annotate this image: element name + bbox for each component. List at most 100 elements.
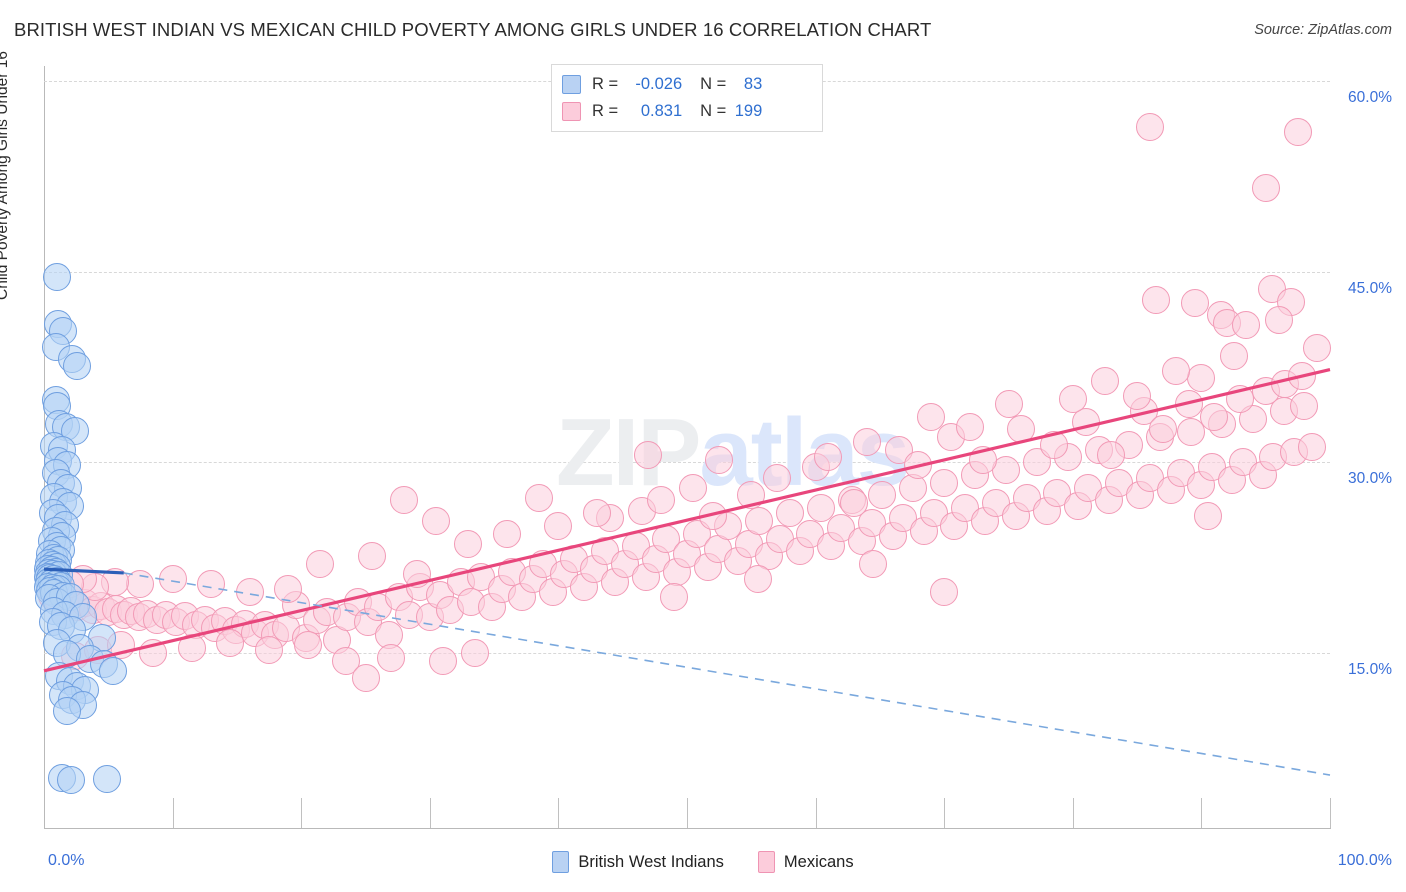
data-point-mexicans bbox=[917, 402, 946, 431]
data-point-mexicans bbox=[1290, 392, 1319, 421]
data-point-mexicans bbox=[1251, 173, 1280, 202]
data-point-mexicans bbox=[868, 481, 897, 510]
x-axis-line bbox=[44, 828, 1331, 829]
stats-row-british-west-indians: R = -0.026 N = 83 bbox=[562, 71, 812, 98]
data-point-mexicans bbox=[525, 483, 554, 512]
x-tick-100 bbox=[1330, 798, 1331, 828]
data-point-mexicans bbox=[775, 499, 804, 528]
x-tick-70 bbox=[944, 798, 946, 828]
data-point-mexicans bbox=[859, 550, 888, 579]
data-point-british-west-indians bbox=[53, 697, 82, 726]
stats-r-value-2: 0.831 bbox=[640, 102, 683, 120]
data-point-mexicans bbox=[1264, 305, 1293, 334]
legend-item-british-west-indians[interactable]: British West Indians bbox=[552, 851, 724, 873]
data-point-mexicans bbox=[1297, 433, 1326, 462]
legend-label-british-west-indians: British West Indians bbox=[578, 852, 724, 871]
data-point-mexicans bbox=[840, 489, 869, 517]
data-point-mexicans bbox=[705, 445, 734, 474]
data-point-mexicans bbox=[1090, 366, 1119, 395]
y-axis-label-60: 60.0% bbox=[1348, 89, 1392, 106]
x-tick-90 bbox=[1201, 798, 1203, 828]
data-point-mexicans bbox=[1283, 117, 1312, 146]
data-point-mexicans bbox=[377, 644, 406, 673]
data-point-mexicans bbox=[1303, 333, 1332, 362]
data-point-mexicans bbox=[1232, 311, 1261, 340]
y-axis-label-30: 30.0% bbox=[1348, 470, 1392, 488]
legend-swatch-pink bbox=[757, 851, 775, 873]
data-point-mexicans bbox=[460, 639, 489, 667]
data-point-mexicans bbox=[274, 575, 303, 604]
stats-r-label-1: R = bbox=[592, 75, 619, 93]
data-point-mexicans bbox=[374, 621, 403, 650]
x-axis-max-label: 100.0% bbox=[1337, 852, 1392, 869]
stats-n-label-1: N = bbox=[700, 75, 727, 93]
data-point-mexicans bbox=[763, 463, 792, 492]
stats-n-value-1: 83 bbox=[743, 75, 763, 93]
data-point-mexicans bbox=[492, 519, 521, 548]
data-point-mexicans bbox=[814, 443, 843, 472]
x-tick-50 bbox=[687, 798, 688, 828]
page-title: BRITISH WEST INDIAN VS MEXICAN CHILD POV… bbox=[14, 19, 932, 40]
correlation-stats-box: R = -0.026 N = 83 R = 0.831 N = 199 bbox=[551, 64, 823, 132]
data-point-mexicans bbox=[1135, 112, 1164, 141]
data-point-mexicans bbox=[1197, 453, 1226, 482]
data-point-mexicans bbox=[647, 486, 676, 515]
data-point-mexicans bbox=[158, 565, 187, 594]
data-point-mexicans bbox=[660, 583, 689, 612]
data-point-mexicans bbox=[743, 565, 772, 594]
gridline-45 bbox=[44, 271, 1330, 273]
stats-r-value-1: -0.026 bbox=[635, 75, 683, 93]
y-axis-title: Child Poverty Among Girls Under 16 bbox=[0, 51, 11, 300]
x-tick-60 bbox=[815, 798, 817, 828]
stats-swatch-blue bbox=[562, 75, 581, 94]
stats-row-mexicans: R = 0.831 N = 199 bbox=[562, 98, 812, 125]
y-axis-label-45: 45.0% bbox=[1348, 279, 1392, 297]
data-point-mexicans bbox=[216, 628, 245, 657]
data-point-mexicans bbox=[1058, 384, 1087, 413]
series-legend: British West Indians Mexicans bbox=[0, 851, 1406, 873]
x-axis-min-label: 0.0% bbox=[48, 852, 85, 869]
x-tick-30 bbox=[429, 798, 431, 828]
trendline-british-west-indians-dashed bbox=[123, 572, 1331, 776]
x-tick-40 bbox=[558, 798, 560, 828]
data-point-mexicans bbox=[1148, 415, 1177, 444]
data-point-mexicans bbox=[930, 468, 959, 497]
x-tick-20 bbox=[301, 798, 303, 828]
data-point-mexicans bbox=[544, 511, 573, 540]
data-point-mexicans bbox=[582, 499, 611, 528]
gridline-15 bbox=[44, 653, 1330, 654]
data-point-mexicans bbox=[351, 664, 380, 693]
data-point-mexicans bbox=[634, 440, 663, 469]
data-point-mexicans bbox=[1161, 356, 1190, 385]
data-point-mexicans bbox=[428, 646, 457, 675]
legend-item-mexicans[interactable]: Mexicans bbox=[757, 851, 854, 873]
data-point-british-west-indians bbox=[42, 262, 71, 291]
data-point-mexicans bbox=[930, 577, 959, 606]
data-point-mexicans bbox=[357, 542, 386, 571]
data-point-mexicans bbox=[955, 412, 984, 441]
data-point-british-west-indians bbox=[99, 656, 128, 685]
data-point-mexicans bbox=[1043, 478, 1072, 507]
data-point-mexicans bbox=[306, 550, 335, 579]
data-point-mexicans bbox=[590, 537, 619, 566]
legend-label-mexicans: Mexicans bbox=[783, 852, 854, 871]
data-point-mexicans bbox=[853, 427, 882, 456]
data-point-mexicans bbox=[1097, 440, 1126, 469]
data-point-mexicans bbox=[679, 473, 708, 502]
stats-n-value-2: 199 bbox=[734, 102, 763, 120]
data-point-british-west-indians bbox=[93, 764, 121, 793]
data-point-mexicans bbox=[1180, 289, 1209, 318]
data-point-mexicans bbox=[981, 489, 1010, 517]
data-point-mexicans bbox=[1219, 341, 1248, 370]
data-point-mexicans bbox=[1187, 364, 1216, 393]
data-point-mexicans bbox=[293, 631, 322, 660]
data-point-mexicans bbox=[255, 636, 284, 665]
y-axis-label-15: 15.0% bbox=[1348, 661, 1392, 678]
trendline-mexicans bbox=[43, 367, 1331, 673]
data-point-mexicans bbox=[1193, 501, 1222, 530]
source-label: Source: ZipAtlas.com bbox=[1254, 22, 1392, 38]
data-point-mexicans bbox=[454, 529, 483, 558]
data-point-mexicans bbox=[994, 389, 1023, 418]
